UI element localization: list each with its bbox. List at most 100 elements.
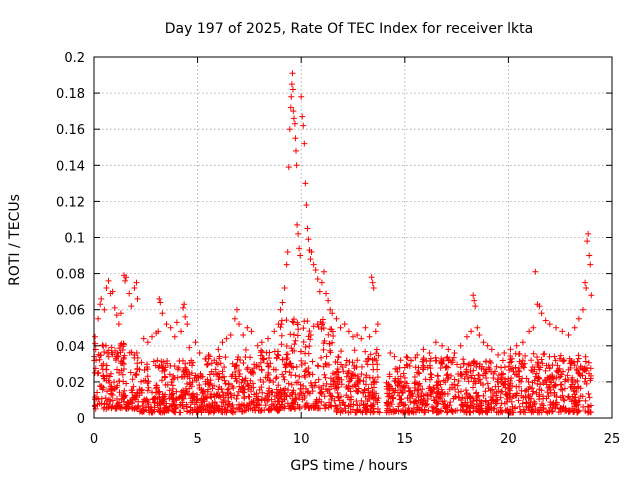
data-point bbox=[529, 408, 536, 415]
data-point bbox=[375, 395, 382, 402]
data-point bbox=[489, 386, 496, 393]
data-point bbox=[546, 365, 553, 372]
y-tick-label: 0.14 bbox=[56, 159, 85, 174]
data-point bbox=[332, 382, 339, 389]
data-point bbox=[95, 396, 102, 403]
y-tick-label: 0.16 bbox=[56, 123, 85, 138]
data-point bbox=[471, 297, 478, 304]
data-point bbox=[369, 391, 376, 398]
data-point bbox=[338, 406, 345, 413]
data-point bbox=[461, 375, 468, 382]
data-point bbox=[155, 406, 162, 413]
data-point bbox=[316, 288, 323, 295]
data-point bbox=[215, 346, 222, 353]
data-point bbox=[408, 357, 415, 364]
data-point bbox=[288, 381, 295, 388]
data-point bbox=[349, 359, 356, 366]
data-point bbox=[374, 399, 381, 406]
data-point bbox=[354, 373, 361, 380]
data-point bbox=[183, 389, 190, 396]
data-point bbox=[259, 389, 266, 396]
data-point bbox=[443, 409, 450, 416]
data-point bbox=[506, 359, 513, 366]
data-point bbox=[117, 349, 124, 356]
data-point bbox=[188, 357, 195, 364]
data-point bbox=[569, 378, 576, 385]
data-point bbox=[275, 382, 282, 389]
data-point bbox=[475, 372, 482, 379]
data-point bbox=[352, 372, 359, 379]
data-point bbox=[206, 353, 213, 360]
data-point bbox=[391, 377, 398, 384]
x-tick-label: 10 bbox=[293, 432, 310, 447]
data-point bbox=[434, 372, 441, 379]
data-point bbox=[537, 381, 544, 388]
data-point bbox=[102, 342, 109, 349]
data-point bbox=[508, 398, 515, 405]
data-point bbox=[416, 407, 423, 414]
data-point bbox=[265, 355, 272, 362]
data-point bbox=[132, 372, 139, 379]
data-point bbox=[327, 392, 334, 399]
data-point bbox=[111, 378, 118, 385]
data-point bbox=[534, 359, 541, 366]
data-point bbox=[265, 407, 272, 414]
data-point bbox=[109, 288, 116, 295]
data-point bbox=[526, 404, 533, 411]
data-point bbox=[287, 331, 294, 338]
data-point bbox=[444, 375, 451, 382]
data-point bbox=[528, 357, 535, 364]
data-point bbox=[284, 354, 291, 361]
data-point bbox=[107, 383, 114, 390]
data-point bbox=[95, 315, 102, 322]
data-point bbox=[507, 394, 514, 401]
data-point bbox=[512, 350, 519, 357]
data-point bbox=[123, 274, 130, 281]
data-point bbox=[216, 353, 223, 360]
data-point bbox=[280, 387, 287, 394]
data-point bbox=[253, 390, 260, 397]
data-point bbox=[283, 342, 290, 349]
data-point bbox=[385, 403, 392, 410]
data-point bbox=[315, 405, 322, 412]
data-point bbox=[364, 361, 371, 368]
data-point bbox=[531, 400, 538, 407]
data-point bbox=[473, 390, 480, 397]
data-point bbox=[160, 397, 167, 404]
data-point bbox=[122, 277, 129, 284]
data-point bbox=[304, 318, 311, 325]
data-point bbox=[499, 409, 506, 416]
data-point bbox=[536, 386, 543, 393]
data-point bbox=[235, 401, 242, 408]
data-point bbox=[452, 386, 459, 393]
data-point bbox=[305, 371, 312, 378]
data-point bbox=[176, 394, 183, 401]
data-point bbox=[315, 376, 322, 383]
data-point bbox=[307, 256, 314, 263]
data-point bbox=[583, 285, 590, 292]
data-point bbox=[111, 304, 118, 311]
data-point bbox=[332, 385, 339, 392]
data-point bbox=[354, 357, 361, 364]
data-point bbox=[126, 290, 133, 297]
data-point bbox=[288, 372, 295, 379]
data-point bbox=[346, 385, 353, 392]
data-point bbox=[406, 395, 413, 402]
data-point bbox=[374, 374, 381, 381]
data-point bbox=[170, 398, 177, 405]
data-point bbox=[573, 402, 580, 409]
data-point bbox=[250, 384, 257, 391]
data-point bbox=[298, 357, 305, 364]
data-point bbox=[405, 407, 412, 414]
data-point bbox=[260, 356, 267, 363]
data-point bbox=[155, 328, 162, 335]
data-point bbox=[164, 357, 171, 364]
data-point bbox=[445, 346, 452, 353]
data-point bbox=[281, 285, 288, 292]
data-point bbox=[473, 360, 480, 367]
data-point bbox=[184, 321, 191, 328]
data-point bbox=[549, 362, 556, 369]
data-point bbox=[278, 401, 285, 408]
data-point bbox=[103, 405, 110, 412]
